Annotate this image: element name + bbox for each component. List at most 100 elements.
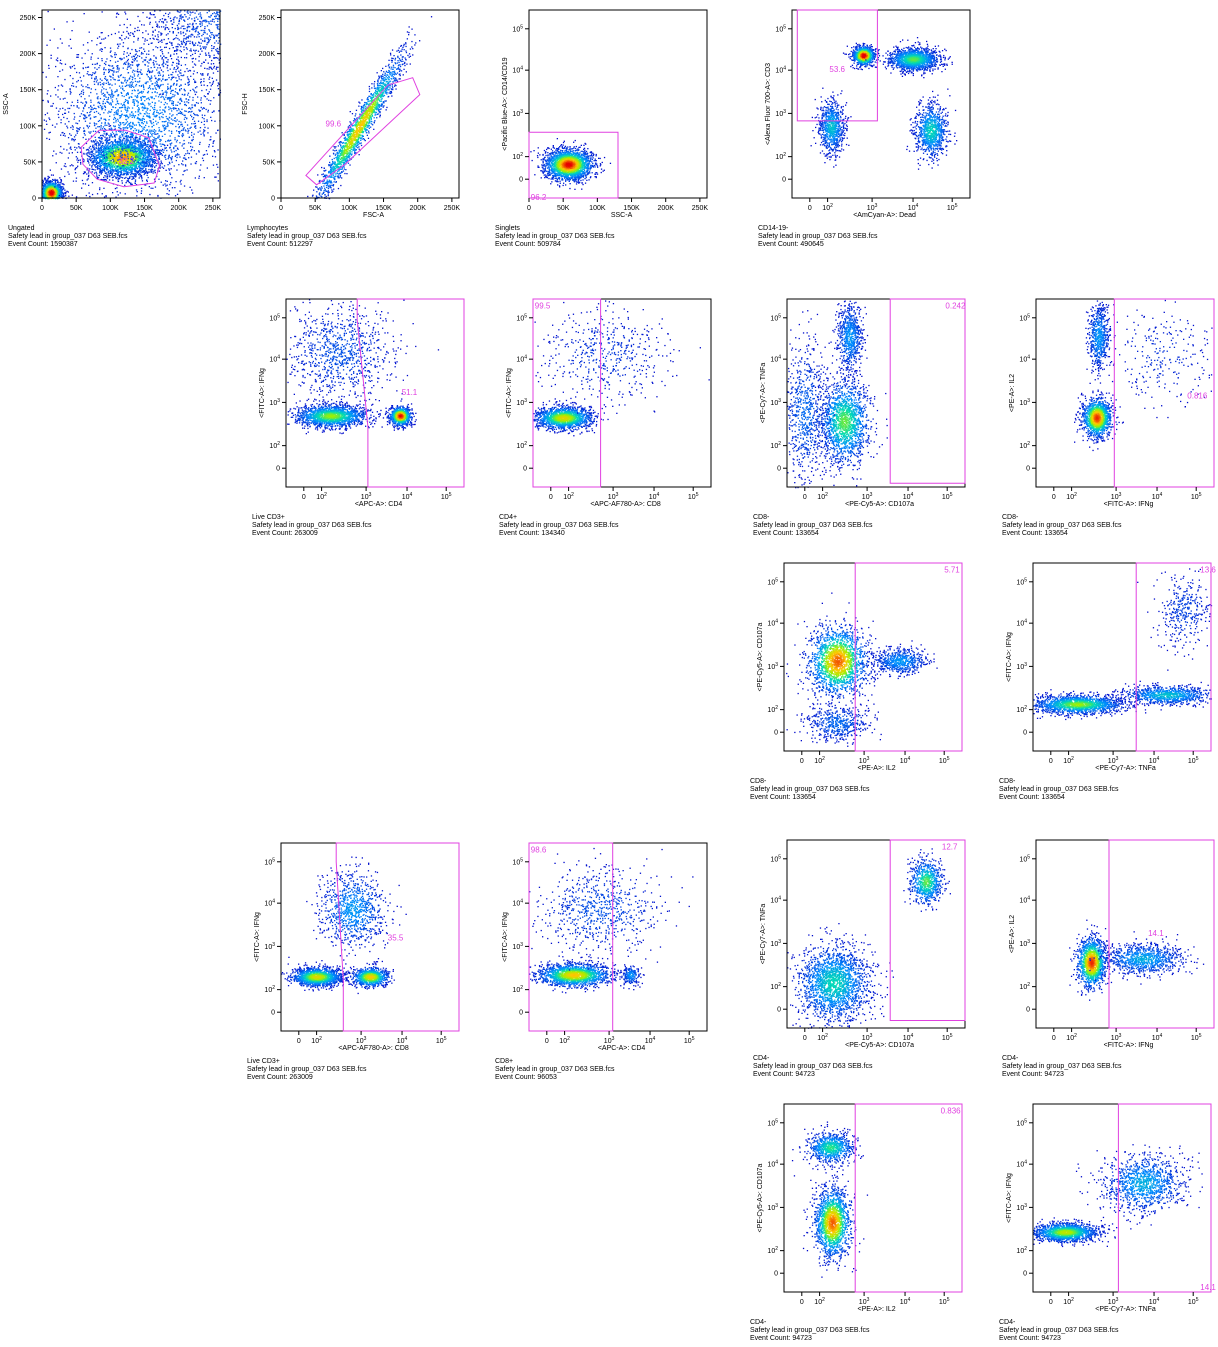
event-dot xyxy=(101,11,103,13)
event-dot xyxy=(60,186,62,188)
event-dot xyxy=(189,107,191,109)
event-dot xyxy=(123,51,125,53)
event-dot xyxy=(101,105,103,108)
event-dot xyxy=(199,127,202,129)
event-dot xyxy=(116,156,118,158)
event-dot xyxy=(50,194,52,197)
event-dot xyxy=(117,172,120,174)
event-dot xyxy=(134,159,136,161)
event-dot xyxy=(55,192,57,194)
event-dot xyxy=(144,159,146,161)
event-dot xyxy=(59,185,61,187)
event-dot xyxy=(110,97,112,99)
event-dot xyxy=(115,141,117,144)
event-dot xyxy=(140,171,142,174)
event-dot xyxy=(130,125,132,127)
event-dot xyxy=(128,154,130,156)
event-dot xyxy=(124,172,126,175)
event-dot xyxy=(176,50,178,52)
event-dot xyxy=(63,195,65,198)
event-dot xyxy=(162,184,164,186)
event-dot xyxy=(52,183,54,185)
event-dot xyxy=(45,196,47,198)
event-dot xyxy=(166,184,168,186)
event-dot xyxy=(114,162,116,165)
event-dot xyxy=(95,171,97,173)
event-dot xyxy=(119,154,121,156)
event-dot xyxy=(141,24,143,26)
event-dot xyxy=(64,78,66,81)
event-dot xyxy=(123,171,125,173)
event-dot xyxy=(87,66,90,68)
event-dot xyxy=(112,106,115,108)
event-dot xyxy=(120,131,122,133)
event-dot xyxy=(142,123,144,125)
event-dot xyxy=(85,149,88,151)
event-dot xyxy=(44,177,47,179)
event-dot xyxy=(132,113,134,115)
event-dot xyxy=(133,89,135,91)
event-dot xyxy=(138,110,140,112)
event-dot xyxy=(100,91,102,93)
event-dot xyxy=(116,102,119,104)
event-dot xyxy=(143,143,145,145)
event-dot xyxy=(49,169,51,171)
event-dot xyxy=(148,151,150,153)
event-dot xyxy=(46,44,48,46)
event-dot xyxy=(135,165,138,167)
event-dot xyxy=(117,144,119,147)
event-dot xyxy=(90,156,92,159)
event-dot xyxy=(175,125,177,128)
event-dot xyxy=(103,152,105,154)
event-dot xyxy=(106,157,108,159)
event-dot xyxy=(146,115,148,117)
event-dot xyxy=(148,53,150,55)
event-dot xyxy=(148,161,150,164)
event-dot xyxy=(150,75,153,77)
event-dot xyxy=(130,133,132,136)
event-dot xyxy=(136,151,138,153)
event-dot xyxy=(112,171,114,173)
event-dot xyxy=(124,148,127,150)
event-dot xyxy=(171,177,173,179)
event-dot xyxy=(107,174,109,176)
event-dot xyxy=(149,109,151,111)
event-dot xyxy=(146,129,148,131)
event-dot xyxy=(60,188,62,190)
event-dot xyxy=(127,64,129,66)
event-dot xyxy=(121,143,123,146)
event-dot xyxy=(45,185,47,187)
event-dot xyxy=(134,138,137,140)
event-dot xyxy=(133,41,135,43)
event-dot xyxy=(106,167,108,169)
event-dot xyxy=(123,144,125,146)
event-dot xyxy=(154,166,156,169)
event-dot xyxy=(123,103,125,105)
event-dot xyxy=(138,114,140,116)
event-dot xyxy=(57,183,59,185)
event-dot xyxy=(168,155,170,157)
event-dot xyxy=(186,101,188,103)
event-dot xyxy=(105,164,107,166)
event-dot xyxy=(134,150,137,152)
event-dot xyxy=(122,127,124,129)
event-dot xyxy=(99,97,102,100)
event-dot xyxy=(78,143,80,145)
event-dot xyxy=(126,172,128,174)
event-dot xyxy=(152,132,154,135)
event-dot xyxy=(61,183,63,185)
event-dot xyxy=(43,195,45,198)
event-dot xyxy=(197,96,199,98)
event-dot xyxy=(74,172,77,174)
event-dot xyxy=(146,150,148,152)
event-dot xyxy=(92,108,94,110)
event-dot xyxy=(87,178,89,180)
event-dot xyxy=(111,144,113,146)
event-dot xyxy=(71,194,73,196)
event-dot xyxy=(116,171,118,173)
event-dot xyxy=(88,87,90,89)
event-dot xyxy=(141,144,143,146)
event-dot xyxy=(117,146,119,148)
event-dot xyxy=(193,123,195,125)
event-dot xyxy=(81,187,83,189)
